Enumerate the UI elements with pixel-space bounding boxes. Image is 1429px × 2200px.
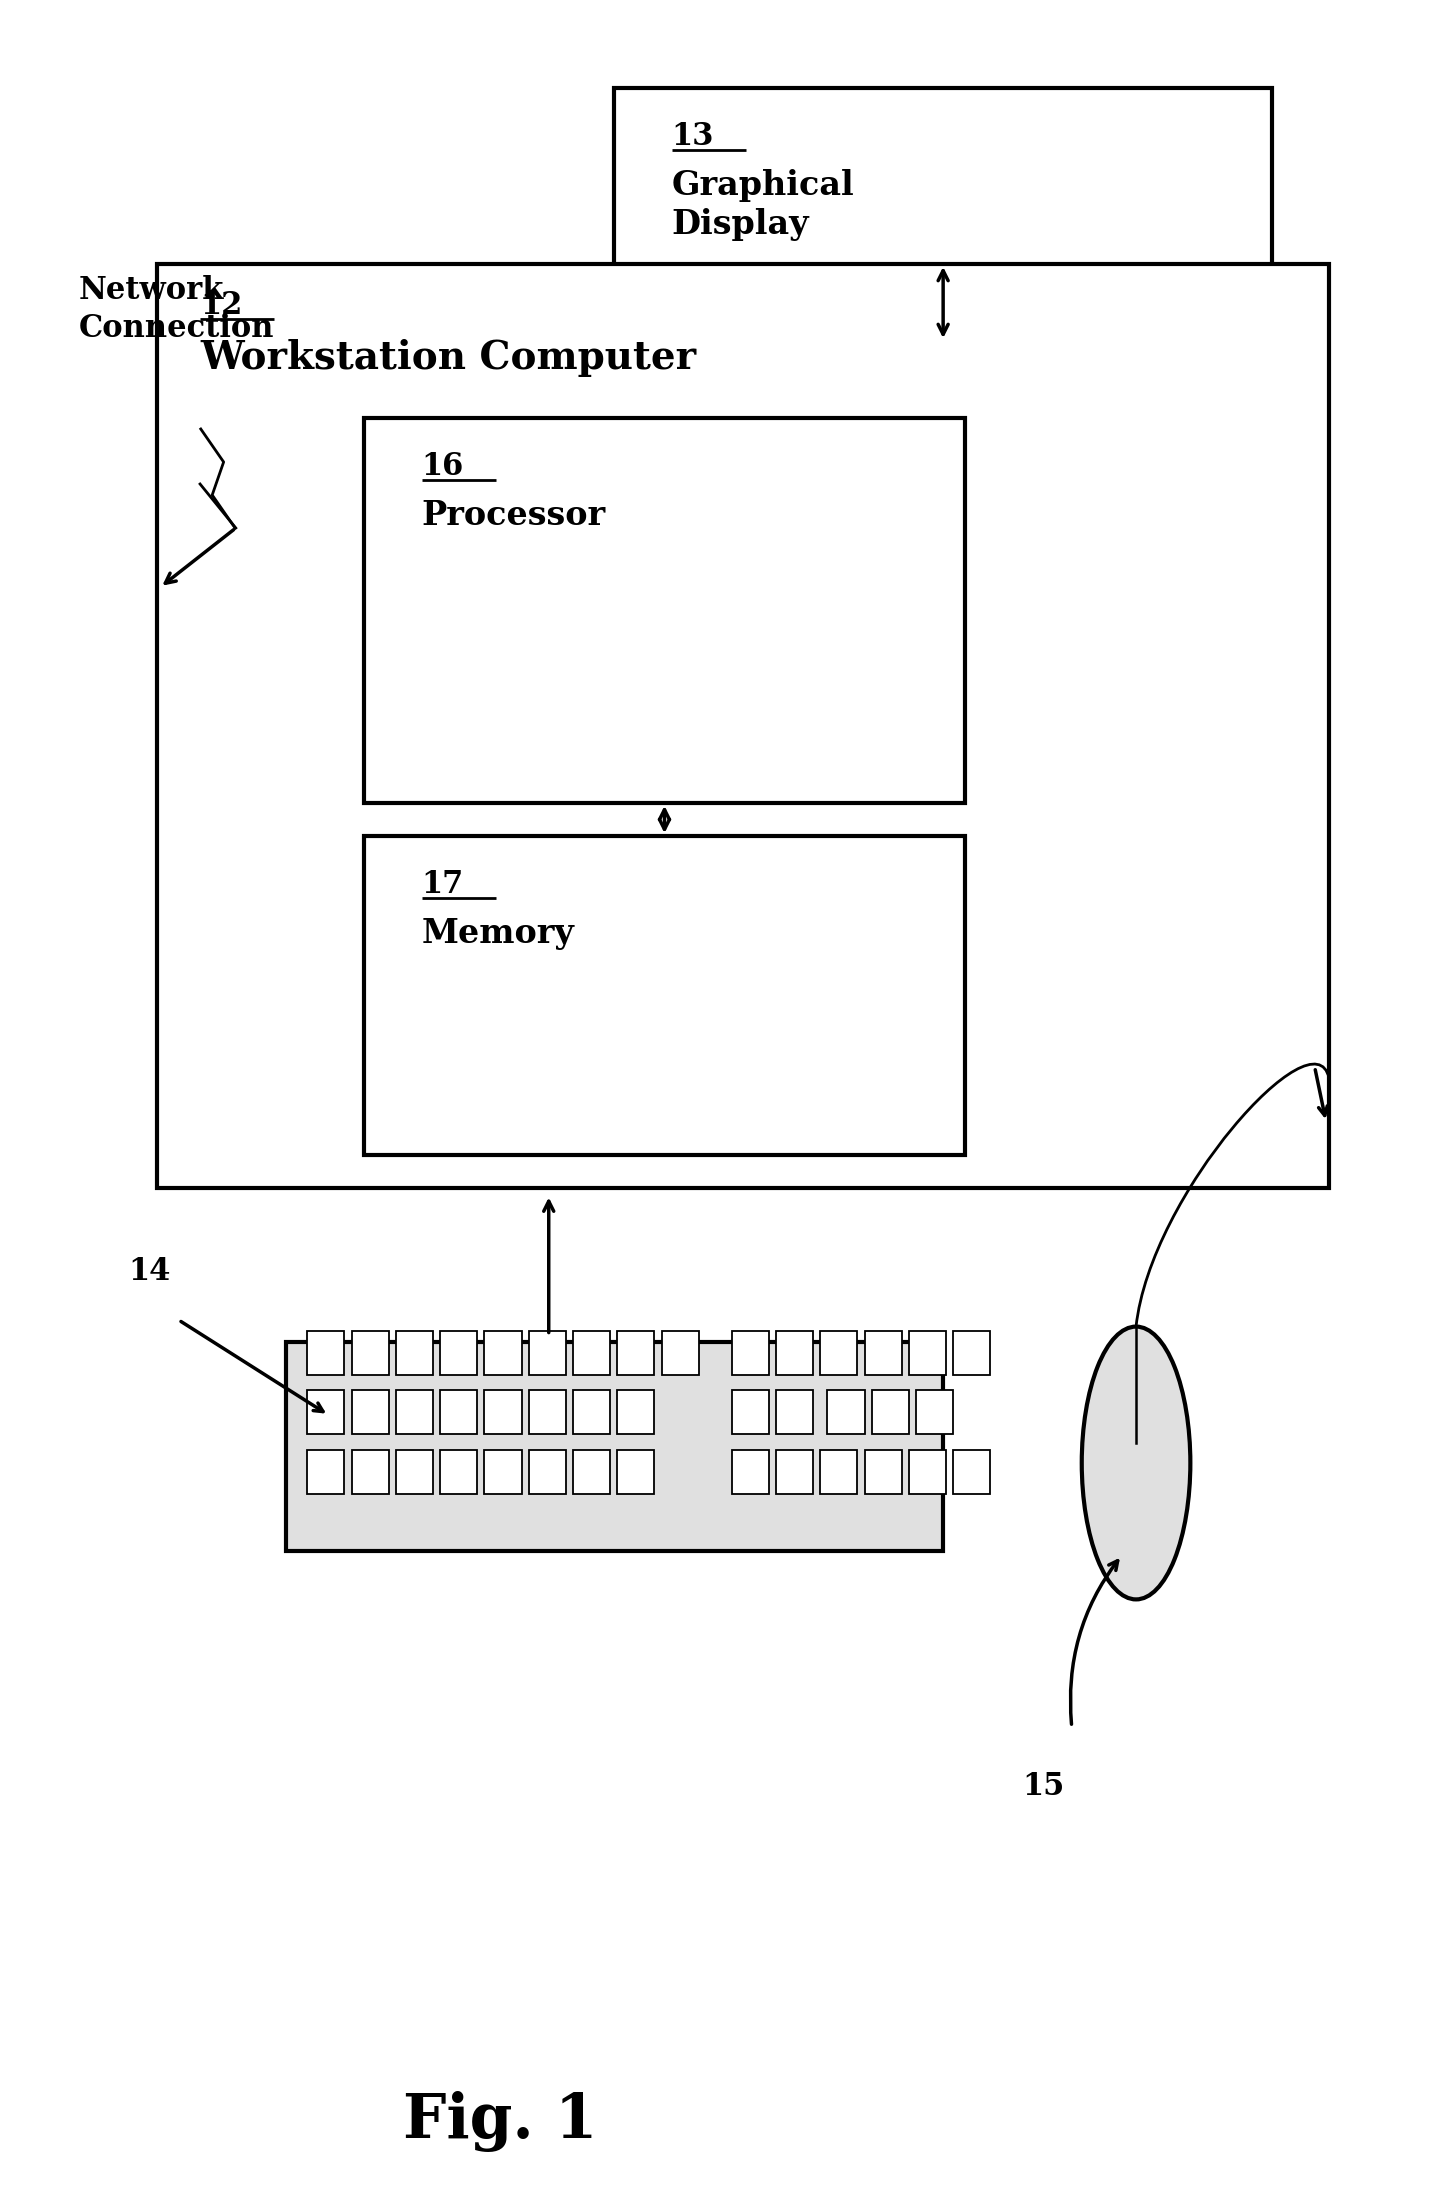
Bar [820,1331,857,1375]
Bar [776,1331,813,1375]
Bar [484,1450,522,1494]
Bar [307,1450,344,1494]
Ellipse shape [1082,1327,1190,1599]
Bar [529,1331,566,1375]
Bar [732,1390,769,1434]
Text: 15: 15 [1022,1771,1065,1802]
Text: Graphical
Display: Graphical Display [672,169,855,240]
Text: 14: 14 [129,1256,171,1287]
Bar [909,1331,946,1375]
Bar [307,1390,344,1434]
Bar [909,1450,946,1494]
Bar [396,1390,433,1434]
Bar [352,1331,389,1375]
Bar [662,1331,699,1375]
Bar [286,1342,943,1551]
Bar [484,1390,522,1434]
Bar [352,1390,389,1434]
Bar [617,1450,654,1494]
Bar [396,1450,433,1494]
Bar [916,1390,953,1434]
Bar [352,1450,389,1494]
Bar [953,1331,990,1375]
Text: 12: 12 [200,290,243,321]
Text: 13: 13 [672,121,714,152]
Text: Workstation Computer: Workstation Computer [200,339,696,376]
Bar [865,1450,902,1494]
Bar [157,264,1329,1188]
Bar [827,1390,865,1434]
Text: Processor: Processor [422,499,606,532]
Bar [776,1390,813,1434]
Bar [732,1450,769,1494]
Bar [732,1331,769,1375]
Bar [307,1331,344,1375]
Bar [573,1390,610,1434]
Bar [865,1331,902,1375]
Bar [953,1450,990,1494]
Text: 17: 17 [422,869,464,900]
Text: Fig. 1: Fig. 1 [403,2090,597,2152]
Bar [617,1331,654,1375]
Bar [529,1390,566,1434]
Bar [820,1450,857,1494]
Bar [396,1331,433,1375]
Text: 16: 16 [422,451,464,482]
Bar [440,1450,477,1494]
Text: Network
Connection: Network Connection [79,275,274,343]
Bar [440,1390,477,1434]
Bar [484,1331,522,1375]
Bar [614,88,1272,341]
Bar [617,1390,654,1434]
Bar [364,418,965,803]
Bar [364,836,965,1155]
Bar [872,1390,909,1434]
Text: Memory: Memory [422,917,574,950]
Bar [529,1450,566,1494]
Bar [573,1450,610,1494]
Bar [440,1331,477,1375]
Bar [573,1331,610,1375]
Bar [776,1450,813,1494]
